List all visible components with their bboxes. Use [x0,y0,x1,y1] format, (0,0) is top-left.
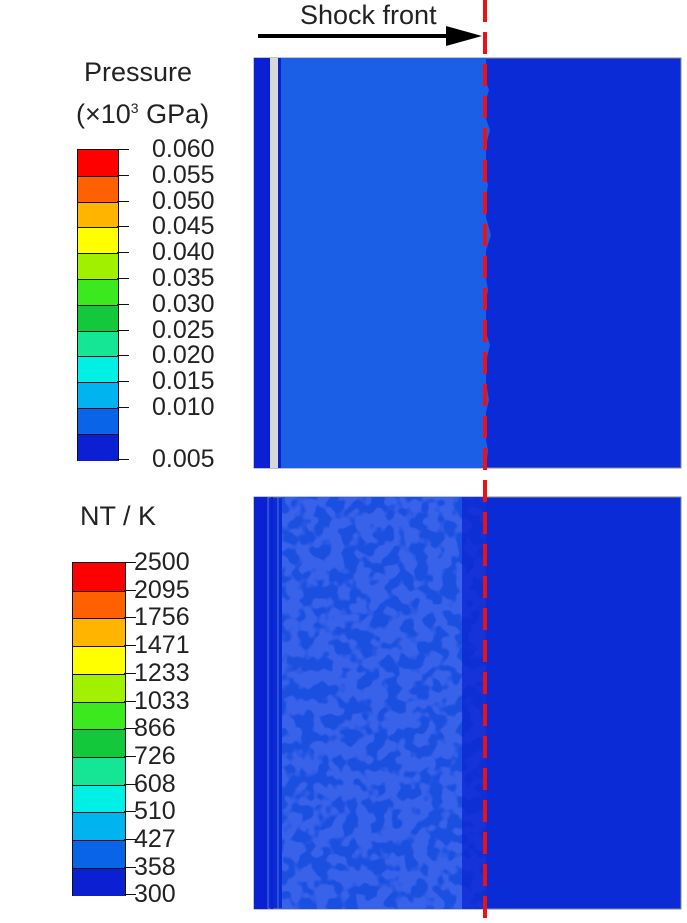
pressure-legend-tick-label: 0.060 [152,135,215,163]
pressure-legend-tick-label: 0.020 [152,341,215,370]
temperature-legend-tick-label: 726 [134,741,176,770]
temperature-legend-title: NT / K [80,501,157,531]
pressure-legend-tick [117,149,129,150]
pressure-legend-swatch-stack [77,149,119,461]
temperature-legend-swatch [73,840,125,869]
pressure-legend-tick-label: 0.035 [152,264,215,292]
pressure-field-panel [253,57,682,469]
pressure-unit-suffix: GPa) [138,99,210,129]
pressure-legend-swatch [78,330,118,358]
pressure-legend-tick-label: 0.010 [152,393,215,421]
temperature-legend-tick [124,866,136,868]
temperature-legend-tick-label: 1033 [134,686,190,715]
pressure-legend-tick-label: 0.050 [152,186,215,215]
pressure-legend-tick-label: 0.015 [152,367,215,396]
temperature-legend-tick [124,645,136,647]
temperature-legend-tick [124,562,136,563]
pressure-legend-tick [117,381,129,383]
temperature-legend-tick-label: 1233 [134,658,190,687]
pressure-legend-swatch [78,356,118,384]
pressure-legend-tick-label: 0.005 [152,444,215,473]
temperature-legend-swatch [73,590,125,620]
temperature-legend-tick-label: 608 [134,769,176,798]
temperature-legend-tick-label: 1471 [134,631,190,660]
pressure-legend-tick [117,226,129,228]
pressure-legend-swatch [78,150,118,176]
temperature-legend-tick [124,894,136,896]
temperature-legend-swatch [73,756,125,786]
pressure-legend-swatch [78,304,118,332]
temperature-legend-tick-label: 300 [134,880,176,909]
shock-front-label: Shock front [300,0,437,30]
pressure-unit-exponent: 3 [130,100,139,116]
pressure-legend-tick [117,278,129,279]
pressure-legend-tick-label: 0.045 [152,212,215,241]
temperature-legend-swatch [73,646,125,675]
temperature-legend-swatch [73,867,125,897]
temperature-legend-swatch [73,784,125,814]
pressure-legend-tick-label: 0.055 [152,160,215,189]
pressure-legend-tick [117,355,129,357]
pressure-legend-tick-label: 0.025 [152,315,215,344]
pressure-legend-swatch [78,433,118,461]
temperature-legend-tick-label: 866 [134,714,176,743]
temperature-legend-tick [124,617,136,619]
pressure-legend-swatch [78,382,118,409]
pressure-legend-tick [117,458,129,460]
temperature-legend-swatch-stack [72,562,126,897]
temperature-legend-swatch [73,701,125,731]
pressure-unit-prefix: (×10 [76,99,131,129]
temperature-legend-tick [124,672,136,674]
pressure-legend-swatch [78,408,118,435]
temperature-legend-tick [124,811,136,813]
pressure-legend-swatch [78,201,118,229]
temperature-legend-tick-label: 2500 [134,548,190,576]
temperature-legend-tick [124,700,136,702]
temperature-legend-tick-label: 2095 [134,575,190,604]
pressure-legend-tick [117,407,129,408]
temperature-legend-tick [124,755,136,757]
pressure-legend-tick [117,200,129,202]
temperature-legend-swatch [73,563,125,591]
temperature-legend-tick-label: 1756 [134,603,190,632]
pressure-legend-tick [117,303,129,305]
temperature-legend-swatch [73,673,125,703]
pressure-legend-tick [117,174,129,176]
temperature-legend-tick-label: 358 [134,852,176,881]
pressure-legend-tick [117,252,129,254]
pressure-legend-swatch [78,279,118,306]
temperature-legend-tick [124,839,136,840]
temperature-legend-tick [124,783,136,785]
pressure-legend-tick [117,329,129,331]
temperature-legend-swatch [73,812,125,841]
pressure-legend-title: Pressure [84,57,193,87]
temperature-legend-tick-label: 427 [134,825,176,853]
pressure-legend-swatch [78,227,118,255]
pressure-legend-tick-label: 0.040 [152,238,215,267]
pressure-legend-tick-label: 0.030 [152,289,215,318]
temperature-legend-swatch [73,729,125,758]
pressure-legend-swatch [78,253,118,280]
pressure-legend-swatch [78,175,118,203]
pressure-legend-unit: (×103 GPa) [76,92,209,130]
temperature-legend-tick [124,728,136,730]
temperature-legend-tick [124,589,136,591]
temperature-legend-swatch [73,618,125,648]
shock-direction-arrow [258,26,482,46]
temperature-legend-tick-label: 510 [134,797,176,826]
temperature-field-panel [253,496,682,910]
